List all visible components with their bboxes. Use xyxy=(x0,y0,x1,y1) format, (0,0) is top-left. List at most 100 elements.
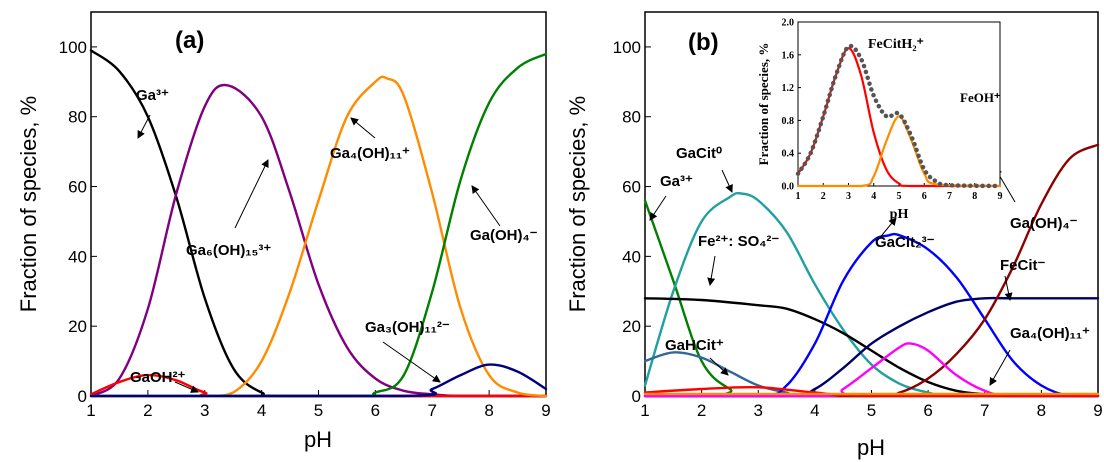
label-ga6: Ga₆(OH)₁₅³⁺ xyxy=(186,242,271,259)
series-line xyxy=(796,115,1002,188)
y-tick-label: 0.0 xyxy=(782,182,795,193)
inset-background xyxy=(798,22,1000,186)
label-gaoh4: Ga(OH)₄⁻ xyxy=(1010,215,1078,232)
x-tick-label: 4 xyxy=(257,401,266,420)
label-fecit: FeCit⁻ xyxy=(1000,257,1046,274)
series-lines xyxy=(89,49,548,398)
label-fecith2: FeCitH₂⁺ xyxy=(868,37,924,52)
y-tick-label: 60 xyxy=(622,177,641,196)
y-ticks: 0 20 40 60 80 100 xyxy=(613,38,651,406)
x-tick-label: 6 xyxy=(371,401,380,420)
arrow xyxy=(234,159,269,229)
label-gahcit: GaHCit⁺ xyxy=(665,337,724,354)
x-tick-label: 4 xyxy=(810,401,819,420)
y-tick-label: 0 xyxy=(632,387,641,406)
y-tick-label: 20 xyxy=(622,317,641,336)
label-ga3: Ga³⁺ xyxy=(136,87,169,104)
arrow xyxy=(649,195,667,221)
arrow xyxy=(721,169,733,193)
arrow xyxy=(707,255,716,286)
x-ticks: 1 2 3 4 5 6 7 8 9 xyxy=(640,390,1103,420)
y-tick-label: 100 xyxy=(613,38,641,57)
x-tick-label: 3 xyxy=(200,401,209,420)
x-tick-label: 9 xyxy=(1093,401,1102,420)
y-tick-label: 40 xyxy=(622,247,641,266)
y-tick-label: 2.0 xyxy=(782,18,795,29)
annotations: Ga³⁺ Ga₆(OH)₁₅³⁺ GaOH²⁺ Ga₄(OH)₁₁⁺ Ga(OH… xyxy=(130,87,538,393)
y-tick-label: 80 xyxy=(68,108,87,127)
y-axis-label: Fraction of species, % xyxy=(565,96,590,312)
x-tick-label: 4 xyxy=(871,191,876,202)
panel-label: (a) xyxy=(175,27,204,54)
arrow xyxy=(174,381,199,393)
y-axis-label: Fraction of species, % xyxy=(756,43,771,166)
x-axis-label: pH xyxy=(857,435,885,460)
x-tick-label: 7 xyxy=(947,191,952,202)
series-line xyxy=(643,232,1100,398)
x-tick-label: 3 xyxy=(754,401,763,420)
annotations: FeCitH₂⁺ FeOH⁺ xyxy=(868,37,1001,105)
x-tick-label: 5 xyxy=(314,401,323,420)
y-tick-label: 20 xyxy=(68,317,87,336)
arrow xyxy=(350,117,376,139)
x-tick-label: 5 xyxy=(867,401,876,420)
series-line xyxy=(643,385,1100,398)
y-axis-label: Fraction of species, % xyxy=(16,96,41,312)
x-tick-label: 2 xyxy=(821,191,826,202)
y-tick-label: 1.6 xyxy=(782,50,795,61)
series-line xyxy=(89,75,548,398)
arrow xyxy=(471,185,501,227)
x-tick-label: 5 xyxy=(897,191,902,202)
label-gaoh2: GaOH²⁺ xyxy=(130,369,186,386)
label-ga3oh11: Ga₃(OH)₁₁²⁻ xyxy=(365,319,450,336)
series-lines xyxy=(795,43,1003,189)
arrow xyxy=(1004,275,1013,301)
y-tick-label: 1.2 xyxy=(782,83,795,94)
label-gacit2: GaCit₂³⁻ xyxy=(875,234,935,251)
x-tick-label: 1 xyxy=(796,191,801,202)
series-line xyxy=(643,191,1100,398)
x-axis-label: pH xyxy=(890,207,909,222)
series-line xyxy=(89,52,548,398)
arrow xyxy=(709,357,729,376)
x-axis-label: pH xyxy=(304,427,332,452)
series-line xyxy=(795,43,1003,189)
x-tick-label: 8 xyxy=(484,401,493,420)
label-ga4oh11: Ga₄(OH)₁₁⁺ xyxy=(1010,325,1090,342)
x-tick-label: 2 xyxy=(143,401,152,420)
annotations: Ga³⁺ GaCit⁰ Fe²⁺: SO₄²⁻ GaHCit⁺ GaCit₂³⁻… xyxy=(649,145,1090,386)
x-tick-label: 6 xyxy=(922,191,927,202)
arrow xyxy=(382,341,441,383)
label-gacit0: GaCit⁰ xyxy=(676,145,722,162)
panel-label: (b) xyxy=(688,29,719,56)
x-tick-label: 7 xyxy=(428,401,437,420)
x-tick-label: 6 xyxy=(923,401,932,420)
y-ticks: 0 20 40 60 80 100 xyxy=(59,38,97,406)
series-line xyxy=(89,363,548,398)
x-tick-label: 9 xyxy=(541,401,550,420)
x-tick-label: 1 xyxy=(86,401,95,420)
label-feso4: Fe²⁺: SO₄²⁻ xyxy=(698,233,779,250)
y-tick-label: 0 xyxy=(78,387,87,406)
label-feoh: FeOH⁺ xyxy=(960,90,1001,105)
y-tick-label: 0.8 xyxy=(782,116,795,127)
panel-a: 1 2 3 4 5 6 7 8 9 0 20 40 60 80 100 (a) pH Fraction o… xyxy=(16,11,551,452)
y-tick-label: 80 xyxy=(622,108,641,127)
series-line xyxy=(89,83,548,398)
arrow xyxy=(877,217,897,241)
y-tick-label: 40 xyxy=(68,247,87,266)
x-tick-label: 9 xyxy=(998,191,1003,202)
x-tick-label: 2 xyxy=(697,401,706,420)
arrow xyxy=(137,114,151,139)
x-tick-label: 3 xyxy=(846,191,851,202)
y-tick-label: 60 xyxy=(68,177,87,196)
y-tick-label: 0.4 xyxy=(782,149,795,160)
x-tick-label: 8 xyxy=(1037,401,1046,420)
series-lines xyxy=(643,143,1100,398)
y-tick-label: 100 xyxy=(59,38,87,57)
label-ga4: Ga₄(OH)₁₁⁺ xyxy=(330,145,410,162)
x-tick-label: 8 xyxy=(972,191,977,202)
arrow xyxy=(989,349,1011,386)
x-tick-label: 1 xyxy=(640,401,649,420)
